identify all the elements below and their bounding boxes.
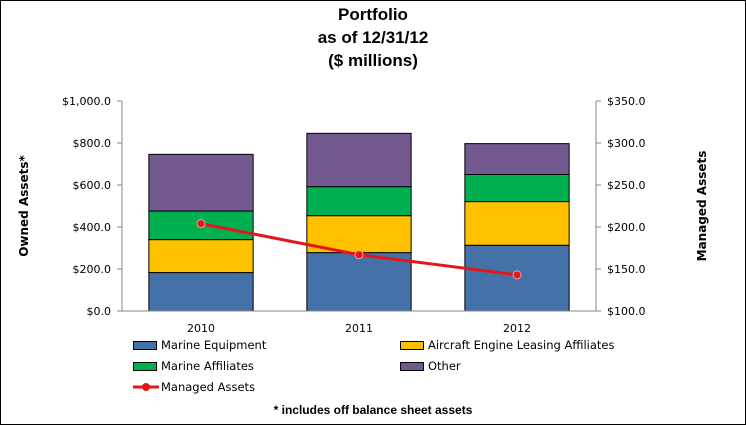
y2-axis-label: Managed Assets [695,151,709,262]
chart-title-line2: as of 12/31/12 [317,28,429,47]
y2-tick-label: $350.0 [607,95,646,108]
managed-assets-point [512,270,522,280]
bar-segment [306,132,412,188]
bar-segment [306,252,412,312]
legend-swatch [133,340,157,350]
y-tick-label: $400.0 [73,221,112,234]
y2-tick-label: $200.0 [607,221,646,234]
bar-segment [464,143,570,176]
managed-assets-point [354,250,364,260]
y-axis-label: Owned Assets* [17,154,31,256]
legend-label: Other [428,359,461,373]
legend-line-marker [133,383,159,391]
bar-segment [148,153,254,212]
x-tick-label: 2012 [503,322,531,335]
y-tick-label: $1,000.0 [62,95,111,108]
legend-swatch [133,361,157,371]
managed-assets-point [196,219,206,229]
y2-tick-label: $150.0 [607,263,646,276]
footnote: * includes off balance sheet assets [273,403,473,417]
y2-tick-label: $300.0 [607,137,646,150]
y2-tick-label: $100.0 [607,305,646,318]
y-tick-label: $600.0 [73,179,112,192]
x-tick-label: 2011 [345,322,373,335]
chart-title-line3: ($ millions) [328,51,418,70]
legend-item-marine-affiliates[interactable]: Marine Affiliates [133,359,254,373]
legend-item-aircraft-engine[interactable]: Aircraft Engine Leasing Affiliates [400,338,614,352]
legend-label: Managed Assets [161,380,256,394]
legend-label: Marine Affiliates [161,359,254,373]
bar-segment [306,186,412,217]
legend-item-marine-equipment[interactable]: Marine Equipment [133,338,266,352]
bar-segment [148,272,254,312]
legend-swatch [400,361,424,371]
bar-segment [464,201,570,246]
y-tick-label: $800.0 [73,137,112,150]
y2-tick-label: $250.0 [607,179,646,192]
y-tick-label: $200.0 [73,263,112,276]
legend-item-other[interactable]: Other [400,359,461,373]
y-tick-label: $0.0 [87,305,112,318]
x-tick-label: 2010 [187,322,215,335]
legend-swatch [400,340,424,350]
bar-segment [148,239,254,274]
legend-label: Aircraft Engine Leasing Affiliates [428,338,615,352]
legend-label: Marine Equipment [161,338,267,352]
legend-item-managed-assets[interactable]: Managed Assets [133,380,255,394]
bar-segment [464,174,570,203]
chart-title-line1: Portfolio [338,5,408,24]
